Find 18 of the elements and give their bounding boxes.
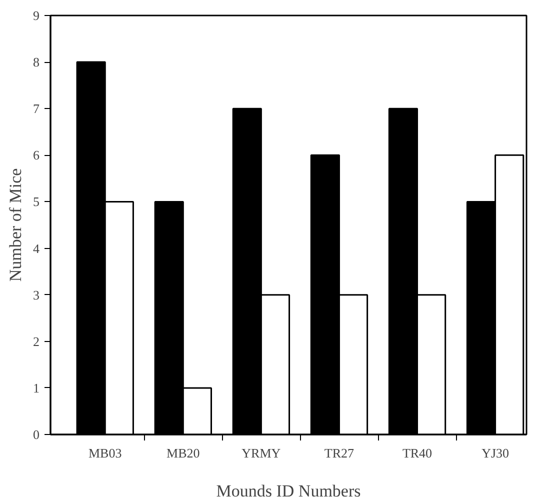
y-tick-label: 4 bbox=[33, 240, 40, 256]
x-tick-label: YJ30 bbox=[482, 446, 510, 460]
y-tick-label: 3 bbox=[33, 287, 40, 302]
x-tick-label: TR40 bbox=[402, 446, 432, 460]
y-tick-label: 8 bbox=[33, 54, 40, 70]
x-axis-title: Mounds ID Numbers bbox=[216, 482, 361, 500]
y-tick-label: 1 bbox=[33, 380, 40, 396]
y-tick-label: 5 bbox=[33, 194, 40, 210]
x-tick-label: MB03 bbox=[88, 446, 122, 460]
x-tick-label: YRMY bbox=[242, 446, 282, 460]
x-tick-label: MB20 bbox=[166, 446, 200, 460]
y-tick-label: 6 bbox=[33, 148, 40, 163]
y-tick-label: 7 bbox=[33, 101, 40, 116]
y-tick-label: 9 bbox=[33, 8, 40, 23]
y-tick-label: 2 bbox=[33, 334, 40, 349]
x-tick-label: TR27 bbox=[324, 446, 355, 460]
y-tick-label: 0 bbox=[33, 427, 40, 442]
y-axis-title: Number of Mice bbox=[6, 168, 25, 282]
